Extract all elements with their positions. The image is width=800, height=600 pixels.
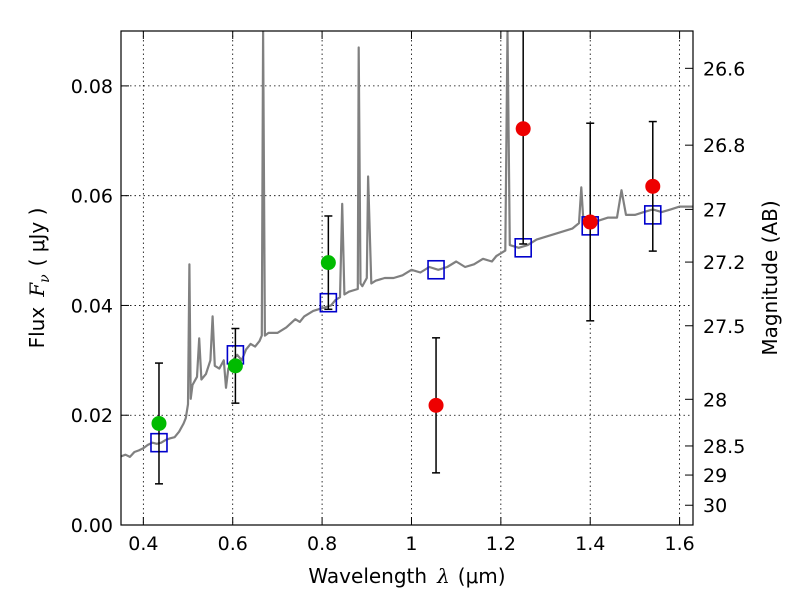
axes: 0.4 0.6 0.8 1 1.2 1.4 1.6 0.00 0.02 0.04 0.06 0.08 2… <box>71 31 745 555</box>
y-tick-label: 0.08 <box>71 76 113 98</box>
y-tick-label: 0.00 <box>71 515 113 537</box>
x-axis-label: Wavelength λ (μm) <box>308 564 505 588</box>
x-axis-label-unit: (μm) <box>458 564 506 588</box>
grid <box>121 31 693 525</box>
upper-limit-point <box>645 178 661 194</box>
y2-tick-label: 26.6 <box>703 58 745 80</box>
x-tick-label: 0.6 <box>218 533 248 555</box>
detection-point <box>227 358 243 374</box>
sed-model-line <box>121 31 693 458</box>
y-axis-label-text: Flux <box>25 307 49 349</box>
y2-tick-label: 30 <box>703 495 727 517</box>
x-tick-label: 1.4 <box>575 533 605 555</box>
y-axis-label-symbol: F <box>25 282 49 298</box>
x-tick-label: 1 <box>405 533 417 555</box>
upper-limit-point <box>428 397 444 413</box>
y-axis-label-unit: ( μJy ) <box>25 208 49 267</box>
y-tick-label: 0.06 <box>71 186 113 208</box>
x-tick-label: 0.8 <box>307 533 337 555</box>
x-tick-label: 0.4 <box>128 533 158 555</box>
upper-limit-point <box>582 214 598 230</box>
plot-frame <box>120 30 694 526</box>
model-photometry-marker <box>427 259 445 280</box>
y2-tick-label: 28 <box>703 389 727 411</box>
y2-tick-label: 27 <box>703 199 727 221</box>
y-tick-label: 0.04 <box>71 295 113 317</box>
y2-tick-label: 28.5 <box>703 436 745 458</box>
y-axis-label: Flux Fν ( μJy ) <box>25 208 53 349</box>
x-tick-label: 1.2 <box>486 533 516 555</box>
y2-tick-label: 27.5 <box>703 316 745 338</box>
data-points <box>150 31 662 485</box>
right-axis-label: Magnitude (AB) <box>758 200 782 355</box>
y2-tick-label: 29 <box>703 465 727 487</box>
plot-area <box>121 31 693 458</box>
detection-point <box>151 415 167 431</box>
x-tick-label: 1.6 <box>664 533 694 555</box>
y2-tick-label: 27.2 <box>703 252 745 274</box>
upper-limit-point <box>515 121 531 137</box>
detection-point <box>320 255 336 271</box>
x-axis-label-symbol: λ <box>436 564 450 588</box>
y-axis-label-subscript: ν <box>37 274 53 283</box>
y2-tick-label: 26.8 <box>703 135 745 157</box>
x-axis-label-text: Wavelength <box>308 564 427 588</box>
y-tick-label: 0.02 <box>71 405 113 427</box>
